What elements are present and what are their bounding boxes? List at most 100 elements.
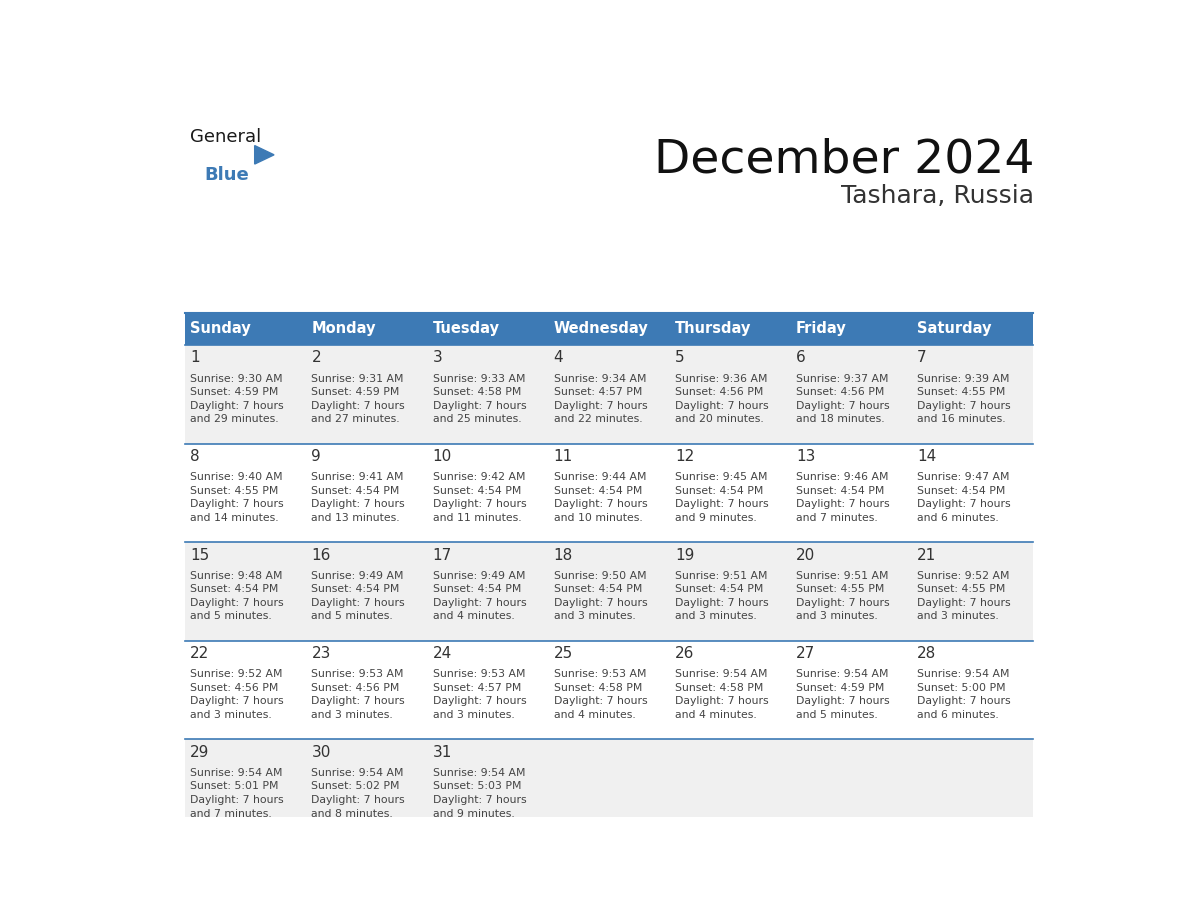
Text: 27: 27 xyxy=(796,646,815,661)
Bar xyxy=(185,739,307,838)
Text: Sunrise: 9:39 AM
Sunset: 4:55 PM
Daylight: 7 hours
and 16 minutes.: Sunrise: 9:39 AM Sunset: 4:55 PM Dayligh… xyxy=(917,374,1011,424)
Text: Sunrise: 9:54 AM
Sunset: 5:03 PM
Daylight: 7 hours
and 9 minutes.: Sunrise: 9:54 AM Sunset: 5:03 PM Dayligh… xyxy=(432,767,526,819)
Bar xyxy=(911,641,1032,739)
Bar xyxy=(790,443,911,543)
Text: 5: 5 xyxy=(675,351,684,365)
Text: Sunrise: 9:54 AM
Sunset: 5:00 PM
Daylight: 7 hours
and 6 minutes.: Sunrise: 9:54 AM Sunset: 5:00 PM Dayligh… xyxy=(917,669,1011,720)
Text: Sunrise: 9:30 AM
Sunset: 4:59 PM
Daylight: 7 hours
and 29 minutes.: Sunrise: 9:30 AM Sunset: 4:59 PM Dayligh… xyxy=(190,374,284,424)
Text: 3: 3 xyxy=(432,351,442,365)
Bar xyxy=(549,313,669,345)
Text: 8: 8 xyxy=(190,449,200,464)
Text: Friday: Friday xyxy=(796,321,847,336)
Text: 4: 4 xyxy=(554,351,563,365)
Bar xyxy=(790,313,911,345)
Text: Sunrise: 9:36 AM
Sunset: 4:56 PM
Daylight: 7 hours
and 20 minutes.: Sunrise: 9:36 AM Sunset: 4:56 PM Dayligh… xyxy=(675,374,769,424)
Text: Sunrise: 9:54 AM
Sunset: 4:58 PM
Daylight: 7 hours
and 4 minutes.: Sunrise: 9:54 AM Sunset: 4:58 PM Dayligh… xyxy=(675,669,769,720)
Text: Sunrise: 9:53 AM
Sunset: 4:57 PM
Daylight: 7 hours
and 3 minutes.: Sunrise: 9:53 AM Sunset: 4:57 PM Dayligh… xyxy=(432,669,526,720)
Text: Sunrise: 9:54 AM
Sunset: 5:01 PM
Daylight: 7 hours
and 7 minutes.: Sunrise: 9:54 AM Sunset: 5:01 PM Dayligh… xyxy=(190,767,284,819)
Text: Sunrise: 9:41 AM
Sunset: 4:54 PM
Daylight: 7 hours
and 13 minutes.: Sunrise: 9:41 AM Sunset: 4:54 PM Dayligh… xyxy=(311,472,405,523)
Text: Saturday: Saturday xyxy=(917,321,992,336)
Bar xyxy=(669,443,790,543)
Text: Sunrise: 9:40 AM
Sunset: 4:55 PM
Daylight: 7 hours
and 14 minutes.: Sunrise: 9:40 AM Sunset: 4:55 PM Dayligh… xyxy=(190,472,284,523)
Bar xyxy=(790,641,911,739)
Bar xyxy=(185,345,307,443)
Text: Sunrise: 9:50 AM
Sunset: 4:54 PM
Daylight: 7 hours
and 3 minutes.: Sunrise: 9:50 AM Sunset: 4:54 PM Dayligh… xyxy=(554,571,647,621)
Bar xyxy=(428,739,549,838)
Bar xyxy=(911,739,1032,838)
Bar xyxy=(911,543,1032,641)
Text: Sunrise: 9:49 AM
Sunset: 4:54 PM
Daylight: 7 hours
and 4 minutes.: Sunrise: 9:49 AM Sunset: 4:54 PM Dayligh… xyxy=(432,571,526,621)
Bar xyxy=(307,739,428,838)
Text: 11: 11 xyxy=(554,449,573,464)
Bar xyxy=(307,641,428,739)
Text: 7: 7 xyxy=(917,351,927,365)
Bar xyxy=(307,313,428,345)
Bar xyxy=(185,641,307,739)
Text: 31: 31 xyxy=(432,744,451,759)
Bar xyxy=(790,739,911,838)
Bar xyxy=(669,641,790,739)
Bar xyxy=(669,345,790,443)
Bar xyxy=(911,313,1032,345)
Text: Sunrise: 9:47 AM
Sunset: 4:54 PM
Daylight: 7 hours
and 6 minutes.: Sunrise: 9:47 AM Sunset: 4:54 PM Dayligh… xyxy=(917,472,1011,523)
Bar xyxy=(911,443,1032,543)
Text: Sunrise: 9:54 AM
Sunset: 4:59 PM
Daylight: 7 hours
and 5 minutes.: Sunrise: 9:54 AM Sunset: 4:59 PM Dayligh… xyxy=(796,669,890,720)
Text: 28: 28 xyxy=(917,646,936,661)
Polygon shape xyxy=(254,146,274,164)
Text: Blue: Blue xyxy=(204,165,249,184)
Bar xyxy=(549,641,669,739)
Text: 6: 6 xyxy=(796,351,805,365)
Bar xyxy=(428,443,549,543)
Text: Sunrise: 9:44 AM
Sunset: 4:54 PM
Daylight: 7 hours
and 10 minutes.: Sunrise: 9:44 AM Sunset: 4:54 PM Dayligh… xyxy=(554,472,647,523)
Text: 19: 19 xyxy=(675,547,694,563)
Text: Sunrise: 9:48 AM
Sunset: 4:54 PM
Daylight: 7 hours
and 5 minutes.: Sunrise: 9:48 AM Sunset: 4:54 PM Dayligh… xyxy=(190,571,284,621)
Bar xyxy=(307,543,428,641)
Text: 20: 20 xyxy=(796,547,815,563)
Text: Sunrise: 9:52 AM
Sunset: 4:55 PM
Daylight: 7 hours
and 3 minutes.: Sunrise: 9:52 AM Sunset: 4:55 PM Dayligh… xyxy=(917,571,1011,621)
Text: General: General xyxy=(190,128,261,146)
Text: Sunrise: 9:45 AM
Sunset: 4:54 PM
Daylight: 7 hours
and 9 minutes.: Sunrise: 9:45 AM Sunset: 4:54 PM Dayligh… xyxy=(675,472,769,523)
Text: 29: 29 xyxy=(190,744,210,759)
Bar xyxy=(549,739,669,838)
Bar xyxy=(549,543,669,641)
Text: Sunrise: 9:46 AM
Sunset: 4:54 PM
Daylight: 7 hours
and 7 minutes.: Sunrise: 9:46 AM Sunset: 4:54 PM Dayligh… xyxy=(796,472,890,523)
Bar xyxy=(549,345,669,443)
Text: Tashara, Russia: Tashara, Russia xyxy=(841,185,1035,208)
Text: Sunrise: 9:51 AM
Sunset: 4:54 PM
Daylight: 7 hours
and 3 minutes.: Sunrise: 9:51 AM Sunset: 4:54 PM Dayligh… xyxy=(675,571,769,621)
Text: 13: 13 xyxy=(796,449,815,464)
Text: 1: 1 xyxy=(190,351,200,365)
Text: Sunrise: 9:37 AM
Sunset: 4:56 PM
Daylight: 7 hours
and 18 minutes.: Sunrise: 9:37 AM Sunset: 4:56 PM Dayligh… xyxy=(796,374,890,424)
Text: December 2024: December 2024 xyxy=(653,138,1035,183)
Text: Sunrise: 9:33 AM
Sunset: 4:58 PM
Daylight: 7 hours
and 25 minutes.: Sunrise: 9:33 AM Sunset: 4:58 PM Dayligh… xyxy=(432,374,526,424)
Text: Sunrise: 9:31 AM
Sunset: 4:59 PM
Daylight: 7 hours
and 27 minutes.: Sunrise: 9:31 AM Sunset: 4:59 PM Dayligh… xyxy=(311,374,405,424)
Text: Sunrise: 9:34 AM
Sunset: 4:57 PM
Daylight: 7 hours
and 22 minutes.: Sunrise: 9:34 AM Sunset: 4:57 PM Dayligh… xyxy=(554,374,647,424)
Text: Sunday: Sunday xyxy=(190,321,251,336)
Bar xyxy=(790,543,911,641)
Text: 30: 30 xyxy=(311,744,330,759)
Bar xyxy=(669,739,790,838)
Text: 17: 17 xyxy=(432,547,451,563)
Bar xyxy=(185,443,307,543)
Bar xyxy=(669,313,790,345)
Text: 21: 21 xyxy=(917,547,936,563)
Bar xyxy=(428,543,549,641)
Bar xyxy=(669,543,790,641)
Bar xyxy=(549,443,669,543)
Text: 25: 25 xyxy=(554,646,573,661)
Bar xyxy=(428,345,549,443)
Bar xyxy=(428,313,549,345)
Text: 2: 2 xyxy=(311,351,321,365)
Text: Sunrise: 9:52 AM
Sunset: 4:56 PM
Daylight: 7 hours
and 3 minutes.: Sunrise: 9:52 AM Sunset: 4:56 PM Dayligh… xyxy=(190,669,284,720)
Text: 14: 14 xyxy=(917,449,936,464)
Text: Sunrise: 9:53 AM
Sunset: 4:56 PM
Daylight: 7 hours
and 3 minutes.: Sunrise: 9:53 AM Sunset: 4:56 PM Dayligh… xyxy=(311,669,405,720)
Text: Wednesday: Wednesday xyxy=(554,321,649,336)
Text: 10: 10 xyxy=(432,449,451,464)
Text: Sunrise: 9:51 AM
Sunset: 4:55 PM
Daylight: 7 hours
and 3 minutes.: Sunrise: 9:51 AM Sunset: 4:55 PM Dayligh… xyxy=(796,571,890,621)
Bar xyxy=(790,345,911,443)
Bar xyxy=(307,443,428,543)
Text: Sunrise: 9:53 AM
Sunset: 4:58 PM
Daylight: 7 hours
and 4 minutes.: Sunrise: 9:53 AM Sunset: 4:58 PM Dayligh… xyxy=(554,669,647,720)
Text: 24: 24 xyxy=(432,646,451,661)
Text: 16: 16 xyxy=(311,547,330,563)
Text: 23: 23 xyxy=(311,646,330,661)
Text: 15: 15 xyxy=(190,547,209,563)
